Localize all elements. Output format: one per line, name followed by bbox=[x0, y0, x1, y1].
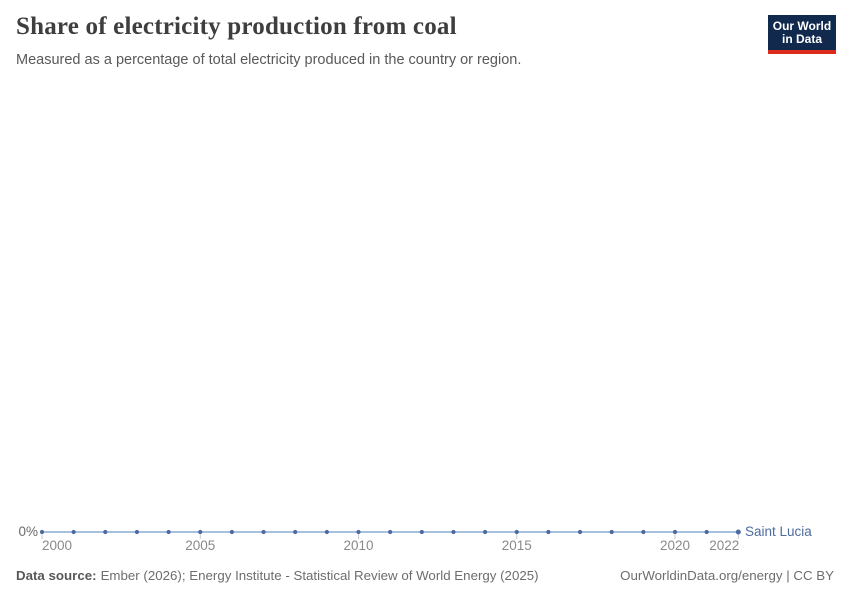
owid-logo[interactable]: Our World in Data bbox=[768, 15, 836, 54]
attribution-link[interactable]: OurWorldinData.org/energy | CC BY bbox=[620, 568, 834, 583]
data-point bbox=[39, 529, 45, 535]
chart-subtitle: Measured as a percentage of total electr… bbox=[16, 52, 522, 68]
data-point bbox=[229, 529, 234, 535]
y-axis-tick-label: 0% bbox=[18, 524, 38, 540]
data-point bbox=[134, 529, 140, 535]
data-point bbox=[641, 529, 646, 535]
data-point bbox=[293, 529, 298, 535]
owid-logo-line1: Our World bbox=[772, 18, 832, 33]
data-point bbox=[609, 529, 614, 535]
data-source-line[interactable]: Data source: Ember (2026); Energy Institu… bbox=[16, 568, 539, 583]
data-point bbox=[388, 529, 393, 535]
data-source-text: Ember (2026); Energy Institute - Statist… bbox=[100, 568, 539, 583]
data-point bbox=[198, 529, 203, 535]
series-entity-label: Saint Lucia bbox=[745, 524, 812, 540]
data-point bbox=[577, 529, 583, 535]
owid-logo-line2: in Data bbox=[781, 31, 822, 46]
data-point bbox=[103, 529, 108, 535]
x-axis-tick-label: 2000 bbox=[41, 538, 73, 553]
data-point bbox=[261, 529, 266, 535]
x-axis-tick-label: 2020 bbox=[659, 538, 691, 553]
data-point bbox=[324, 529, 329, 535]
data-point bbox=[672, 529, 678, 535]
data-source-label: Data source: bbox=[16, 568, 97, 583]
x-axis-tick-label: 2005 bbox=[185, 538, 216, 553]
x-axis-tick-label: 2022 bbox=[709, 538, 740, 553]
chart-footer: Data source: Ember (2026); Energy Institu… bbox=[16, 568, 834, 583]
data-point bbox=[514, 529, 519, 535]
data-point bbox=[483, 529, 488, 535]
data-point bbox=[356, 529, 361, 535]
chart-title: Share of electricity production from coa… bbox=[16, 13, 457, 40]
data-point bbox=[166, 529, 171, 535]
x-axis-tick-label: 2015 bbox=[501, 538, 532, 553]
data-point bbox=[735, 529, 741, 535]
data-point bbox=[451, 529, 456, 535]
data-point bbox=[704, 529, 709, 535]
x-axis-tick-label: 2010 bbox=[343, 538, 374, 553]
data-point bbox=[71, 529, 76, 535]
data-point bbox=[419, 529, 424, 535]
data-point bbox=[546, 529, 551, 535]
